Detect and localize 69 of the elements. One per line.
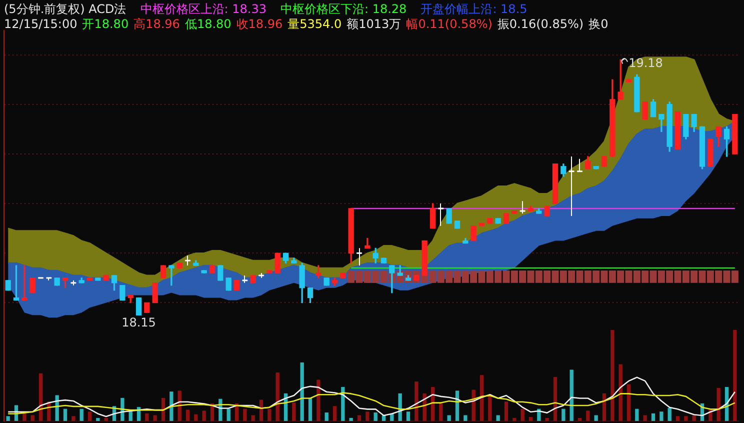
bar: [308, 398, 312, 421]
bar: [96, 418, 100, 421]
bar: [676, 416, 680, 421]
bar: [520, 408, 524, 421]
bar: [243, 408, 247, 421]
bar: [268, 408, 272, 421]
text: 中枢价格区上沿: 18.33: [140, 2, 266, 16]
bar: [276, 372, 280, 421]
bar: [366, 412, 370, 421]
bar: [332, 406, 337, 421]
bar: [512, 418, 516, 421]
bar: [504, 402, 508, 421]
bar: [716, 388, 720, 421]
bar: [30, 415, 34, 421]
bar: [161, 398, 166, 421]
bar: [349, 418, 353, 421]
bar: [528, 417, 533, 421]
bar: [610, 330, 614, 421]
bar: [480, 375, 484, 421]
bar: [186, 410, 190, 421]
bar: [145, 413, 149, 421]
bar: [300, 362, 304, 421]
bar: [602, 393, 606, 421]
bar: [496, 415, 500, 421]
bar: [660, 412, 664, 421]
bar: [668, 408, 672, 421]
bar: [651, 413, 656, 421]
annotation: 18.15: [122, 316, 156, 330]
bar: [72, 416, 76, 421]
bar: [128, 412, 132, 421]
bar: [586, 410, 590, 421]
bar: [406, 412, 410, 421]
bar: [357, 415, 362, 421]
bar: [733, 330, 737, 421]
bar: [626, 384, 631, 421]
bar: [439, 403, 443, 421]
bar: [324, 412, 328, 421]
bar: [80, 408, 84, 421]
bar: [104, 418, 108, 421]
chart-title: (5分钟.前复权) ACD法: [4, 2, 126, 16]
bar: [226, 408, 230, 421]
bar: [643, 415, 647, 421]
bar: [374, 412, 378, 421]
bar: [545, 418, 549, 421]
bar: [202, 410, 206, 421]
text: 12/15/15:00 开18.80 高18.96 低18.80 收18.96 量5354.0 额1013万 幅0.11(0.58%) 振0.16(0.85%) 换0: [4, 17, 608, 31]
bar: [153, 415, 157, 421]
bar: [251, 415, 255, 421]
text: 开盘价幅上沿: 18.5: [420, 2, 528, 16]
bar: [259, 400, 264, 421]
text: 中枢价格区下沿: 18.28: [280, 2, 407, 16]
bar: [635, 408, 639, 421]
bar: [88, 412, 92, 421]
bar: [194, 414, 198, 421]
bar: [562, 408, 566, 421]
bar: [38, 373, 43, 421]
bar: [292, 402, 296, 421]
bar: [63, 408, 68, 421]
bar: [22, 413, 26, 421]
bar: [618, 364, 622, 421]
bar: [578, 418, 582, 421]
bar: [684, 416, 688, 421]
annotation: 19.18: [628, 56, 663, 70]
bar: [6, 416, 10, 421]
bar: [692, 415, 696, 421]
bar: [464, 415, 468, 421]
bar: [594, 415, 598, 421]
bar: [570, 370, 574, 421]
bar: [447, 415, 451, 421]
